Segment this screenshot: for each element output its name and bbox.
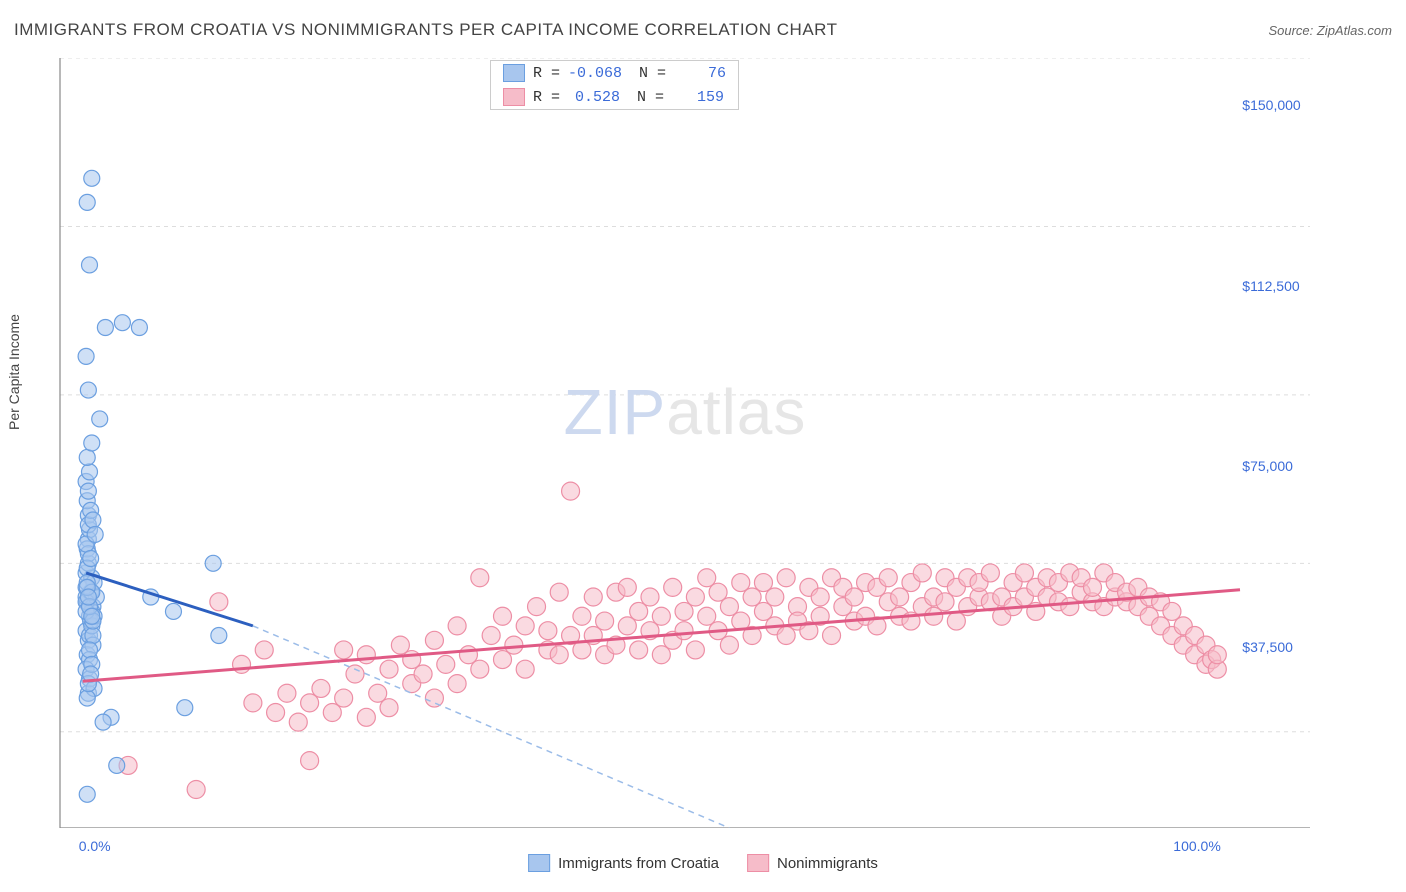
y-tick-label: $75,000: [1242, 458, 1293, 474]
correlation-legend: R = -0.068 N = 76 R = 0.528 N = 159: [490, 60, 739, 110]
legend-label-series-1: Immigrants from Croatia: [558, 855, 719, 872]
x-tick-label: 100.0%: [1173, 838, 1220, 854]
legend-swatch-series-1: [503, 64, 525, 82]
r-value-series-2: 0.528: [568, 89, 620, 106]
y-tick-label: $150,000: [1242, 97, 1300, 113]
legend-swatch-series-2: [503, 88, 525, 106]
chart-title: IMMIGRANTS FROM CROATIA VS NONIMMIGRANTS…: [14, 20, 838, 40]
r-label: R =: [533, 89, 560, 106]
r-label: R =: [533, 65, 560, 82]
legend-swatch: [747, 854, 769, 872]
legend-item-series-1: Immigrants from Croatia: [528, 854, 719, 872]
n-label: N =: [628, 89, 664, 106]
legend-row-series-2: R = 0.528 N = 159: [491, 85, 738, 109]
source-label: Source:: [1268, 23, 1316, 38]
scatter-plot-svg: [50, 58, 1320, 828]
legend-swatch: [528, 854, 550, 872]
y-tick-label: $112,500: [1242, 278, 1299, 294]
n-value-series-2: 159: [672, 89, 724, 106]
n-value-series-1: 76: [674, 65, 726, 82]
y-tick-label: $37,500: [1242, 639, 1293, 655]
legend-item-series-2: Nonimmigrants: [747, 854, 878, 872]
legend-row-series-1: R = -0.068 N = 76: [491, 61, 738, 85]
chart-area: ZIPatlas: [50, 58, 1320, 828]
n-label: N =: [630, 65, 666, 82]
source-credit: Source: ZipAtlas.com: [1268, 23, 1392, 38]
x-tick-label: 0.0%: [79, 838, 111, 854]
r-value-series-1: -0.068: [568, 65, 622, 82]
legend-label-series-2: Nonimmigrants: [777, 855, 878, 872]
chart-header: IMMIGRANTS FROM CROATIA VS NONIMMIGRANTS…: [14, 20, 1392, 40]
source-name: ZipAtlas.com: [1317, 23, 1392, 38]
y-axis-label: Per Capita Income: [6, 314, 22, 430]
series-legend: Immigrants from Croatia Nonimmigrants: [528, 854, 878, 872]
